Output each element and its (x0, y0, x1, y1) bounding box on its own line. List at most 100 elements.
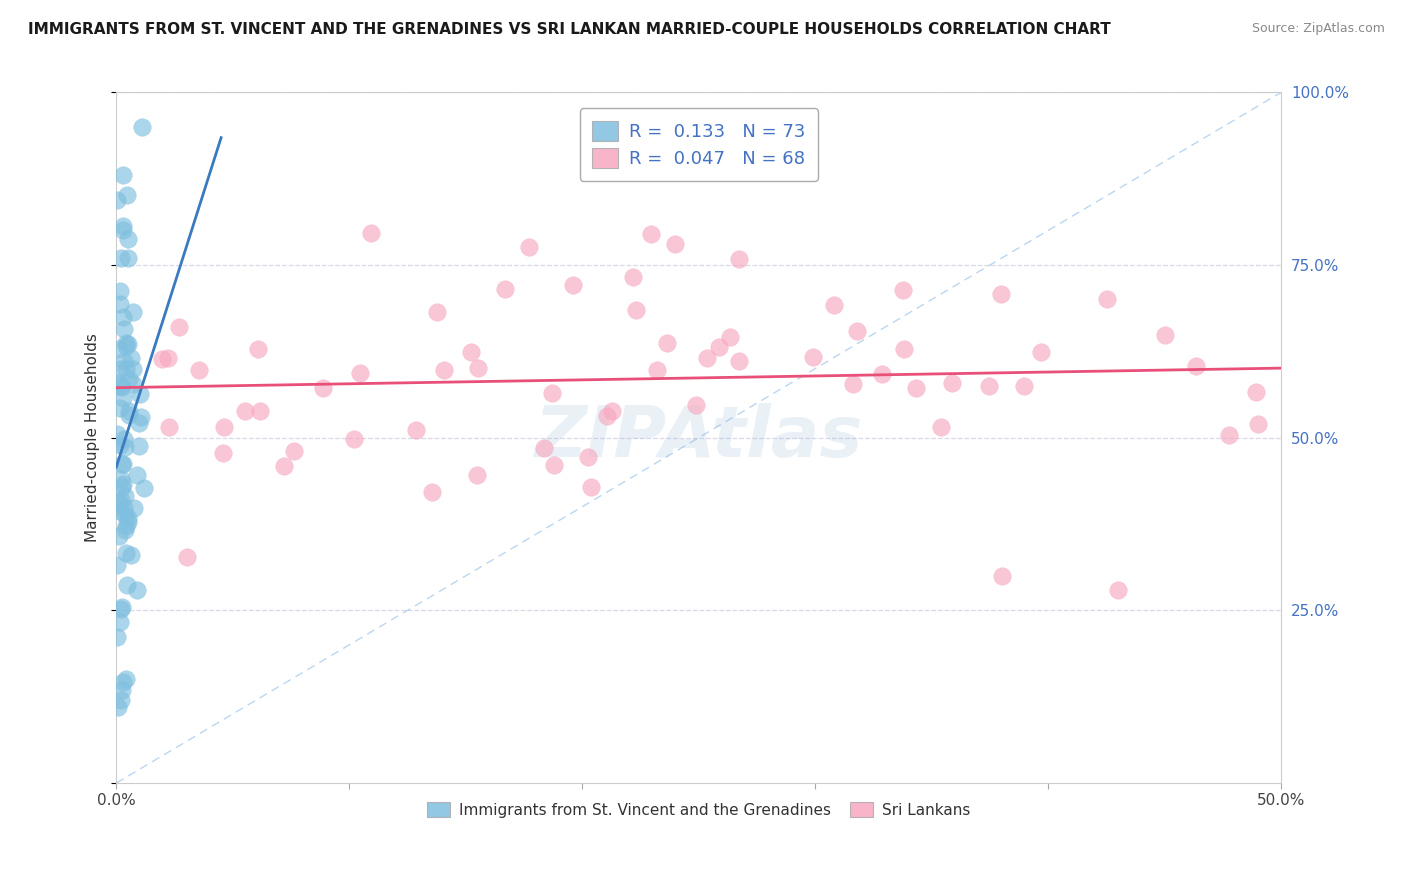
Point (112, 223, 135, 237)
Point (655, 336, 678, 351)
Point (249, 404, 271, 418)
Point (129, 409, 152, 424)
Point (576, 450, 599, 464)
Point (595, 409, 617, 424)
Point (111, 391, 134, 405)
Point (114, 339, 136, 353)
Point (602, 403, 624, 417)
Point (111, 457, 134, 471)
Point (117, 404, 139, 418)
Point (891, 283, 914, 297)
Point (110, 602, 132, 616)
Point (159, 419, 181, 434)
Point (110, 503, 132, 517)
Point (460, 345, 482, 359)
Point (824, 298, 846, 312)
Point (1244, 385, 1267, 400)
Legend: Immigrants from St. Vincent and the Grenadines, Sri Lankans: Immigrants from St. Vincent and the Gren… (422, 796, 976, 823)
Point (110, 297, 132, 311)
Point (114, 440, 136, 454)
Point (176, 549, 198, 564)
Point (122, 361, 145, 376)
Point (131, 120, 153, 134)
Point (941, 376, 963, 391)
Point (117, 511, 139, 525)
Point (122, 376, 145, 391)
Point (433, 363, 456, 377)
Point (1247, 417, 1270, 431)
Point (111, 477, 134, 491)
Point (127, 583, 149, 598)
Point (115, 578, 138, 592)
Point (187, 363, 209, 377)
Point (110, 361, 132, 376)
Point (117, 251, 139, 265)
Point (114, 673, 136, 687)
Point (128, 386, 150, 401)
Text: ZIPAtlas: ZIPAtlas (534, 403, 863, 472)
Point (120, 351, 142, 365)
Point (128, 438, 150, 452)
Point (709, 340, 731, 354)
Point (494, 282, 516, 296)
Point (110, 251, 132, 265)
Point (110, 600, 132, 615)
Point (108, 285, 131, 299)
Point (283, 444, 305, 458)
Point (117, 336, 139, 351)
Point (114, 523, 136, 537)
Point (579, 480, 602, 494)
Point (640, 227, 662, 241)
Point (1154, 328, 1177, 343)
Point (562, 278, 585, 293)
Point (110, 378, 132, 392)
Point (977, 379, 1000, 393)
Point (107, 427, 129, 442)
Point (115, 188, 138, 202)
Point (645, 363, 668, 377)
Point (124, 500, 146, 515)
Point (107, 343, 129, 357)
Point (1218, 428, 1240, 442)
Point (990, 286, 1012, 301)
Point (114, 508, 136, 523)
Point (167, 319, 190, 334)
Point (111, 683, 134, 698)
Point (108, 495, 131, 509)
Point (533, 441, 555, 455)
Point (990, 569, 1012, 583)
Point (246, 343, 269, 357)
Point (543, 458, 565, 473)
Point (110, 693, 132, 707)
Point (118, 372, 141, 386)
Point (117, 408, 139, 422)
Point (893, 342, 915, 356)
Point (156, 351, 179, 365)
Point (112, 457, 135, 471)
Point (108, 438, 131, 452)
Point (872, 367, 894, 381)
Point (111, 380, 134, 394)
Text: IMMIGRANTS FROM ST. VINCENT AND THE GRENADINES VS SRI LANKAN MARRIED-COUPLE HOUS: IMMIGRANTS FROM ST. VINCENT AND THE GREN… (28, 22, 1111, 37)
Point (117, 232, 139, 246)
Point (112, 432, 135, 446)
Point (108, 376, 131, 391)
Point (112, 168, 135, 182)
Point (273, 459, 295, 474)
Point (664, 237, 686, 252)
Point (405, 423, 427, 437)
Point (905, 380, 928, 394)
Point (111, 310, 134, 324)
Point (1031, 344, 1053, 359)
Point (111, 219, 134, 233)
Point (420, 485, 443, 500)
Point (312, 381, 335, 395)
Point (108, 615, 131, 629)
Point (696, 351, 718, 366)
Point (685, 398, 707, 412)
Point (112, 322, 135, 336)
Point (111, 480, 134, 494)
Point (349, 367, 371, 381)
Point (128, 416, 150, 430)
Text: Source: ZipAtlas.com: Source: ZipAtlas.com (1251, 22, 1385, 36)
